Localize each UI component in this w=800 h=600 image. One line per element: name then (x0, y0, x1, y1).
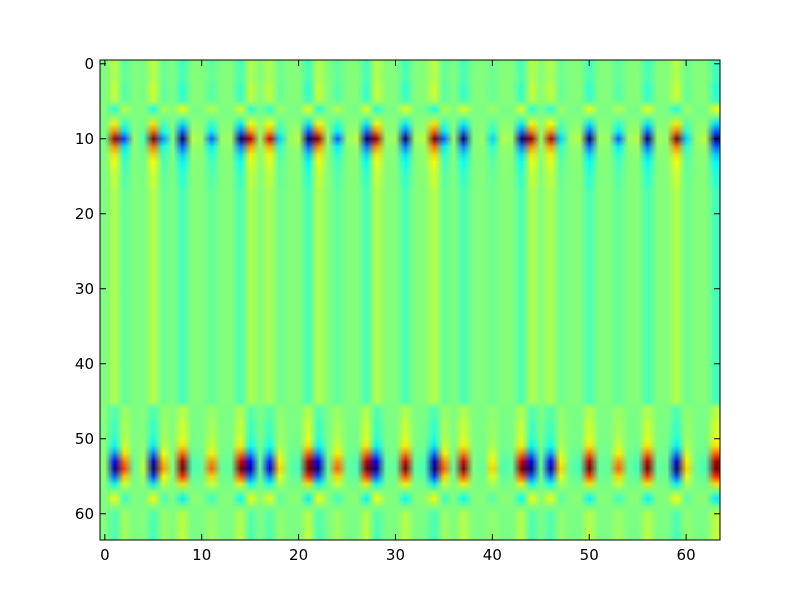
y-tick-label: 60 (75, 505, 94, 523)
heatmap-raster (100, 60, 720, 540)
x-tick-label: 50 (580, 546, 599, 564)
x-tick-label: 60 (677, 546, 696, 564)
y-tick-label: 0 (84, 55, 94, 73)
y-tick-label: 10 (75, 130, 94, 148)
y-tick-label: 40 (75, 355, 94, 373)
x-tick-label: 20 (289, 546, 308, 564)
x-axis: 0 10 20 30 40 50 60 (100, 60, 696, 564)
axes-frame (99, 59, 721, 541)
heatmap-image (100, 60, 720, 540)
x-tick-label: 30 (386, 546, 405, 564)
y-tick-label: 20 (75, 205, 94, 223)
x-tick-label: 10 (192, 546, 211, 564)
y-tick-label: 50 (75, 430, 94, 448)
y-axis: 0 10 20 30 40 50 60 (75, 55, 720, 523)
x-tick-label: 40 (483, 546, 502, 564)
x-tick-label: 0 (100, 546, 110, 564)
y-tick-label: 30 (75, 280, 94, 298)
